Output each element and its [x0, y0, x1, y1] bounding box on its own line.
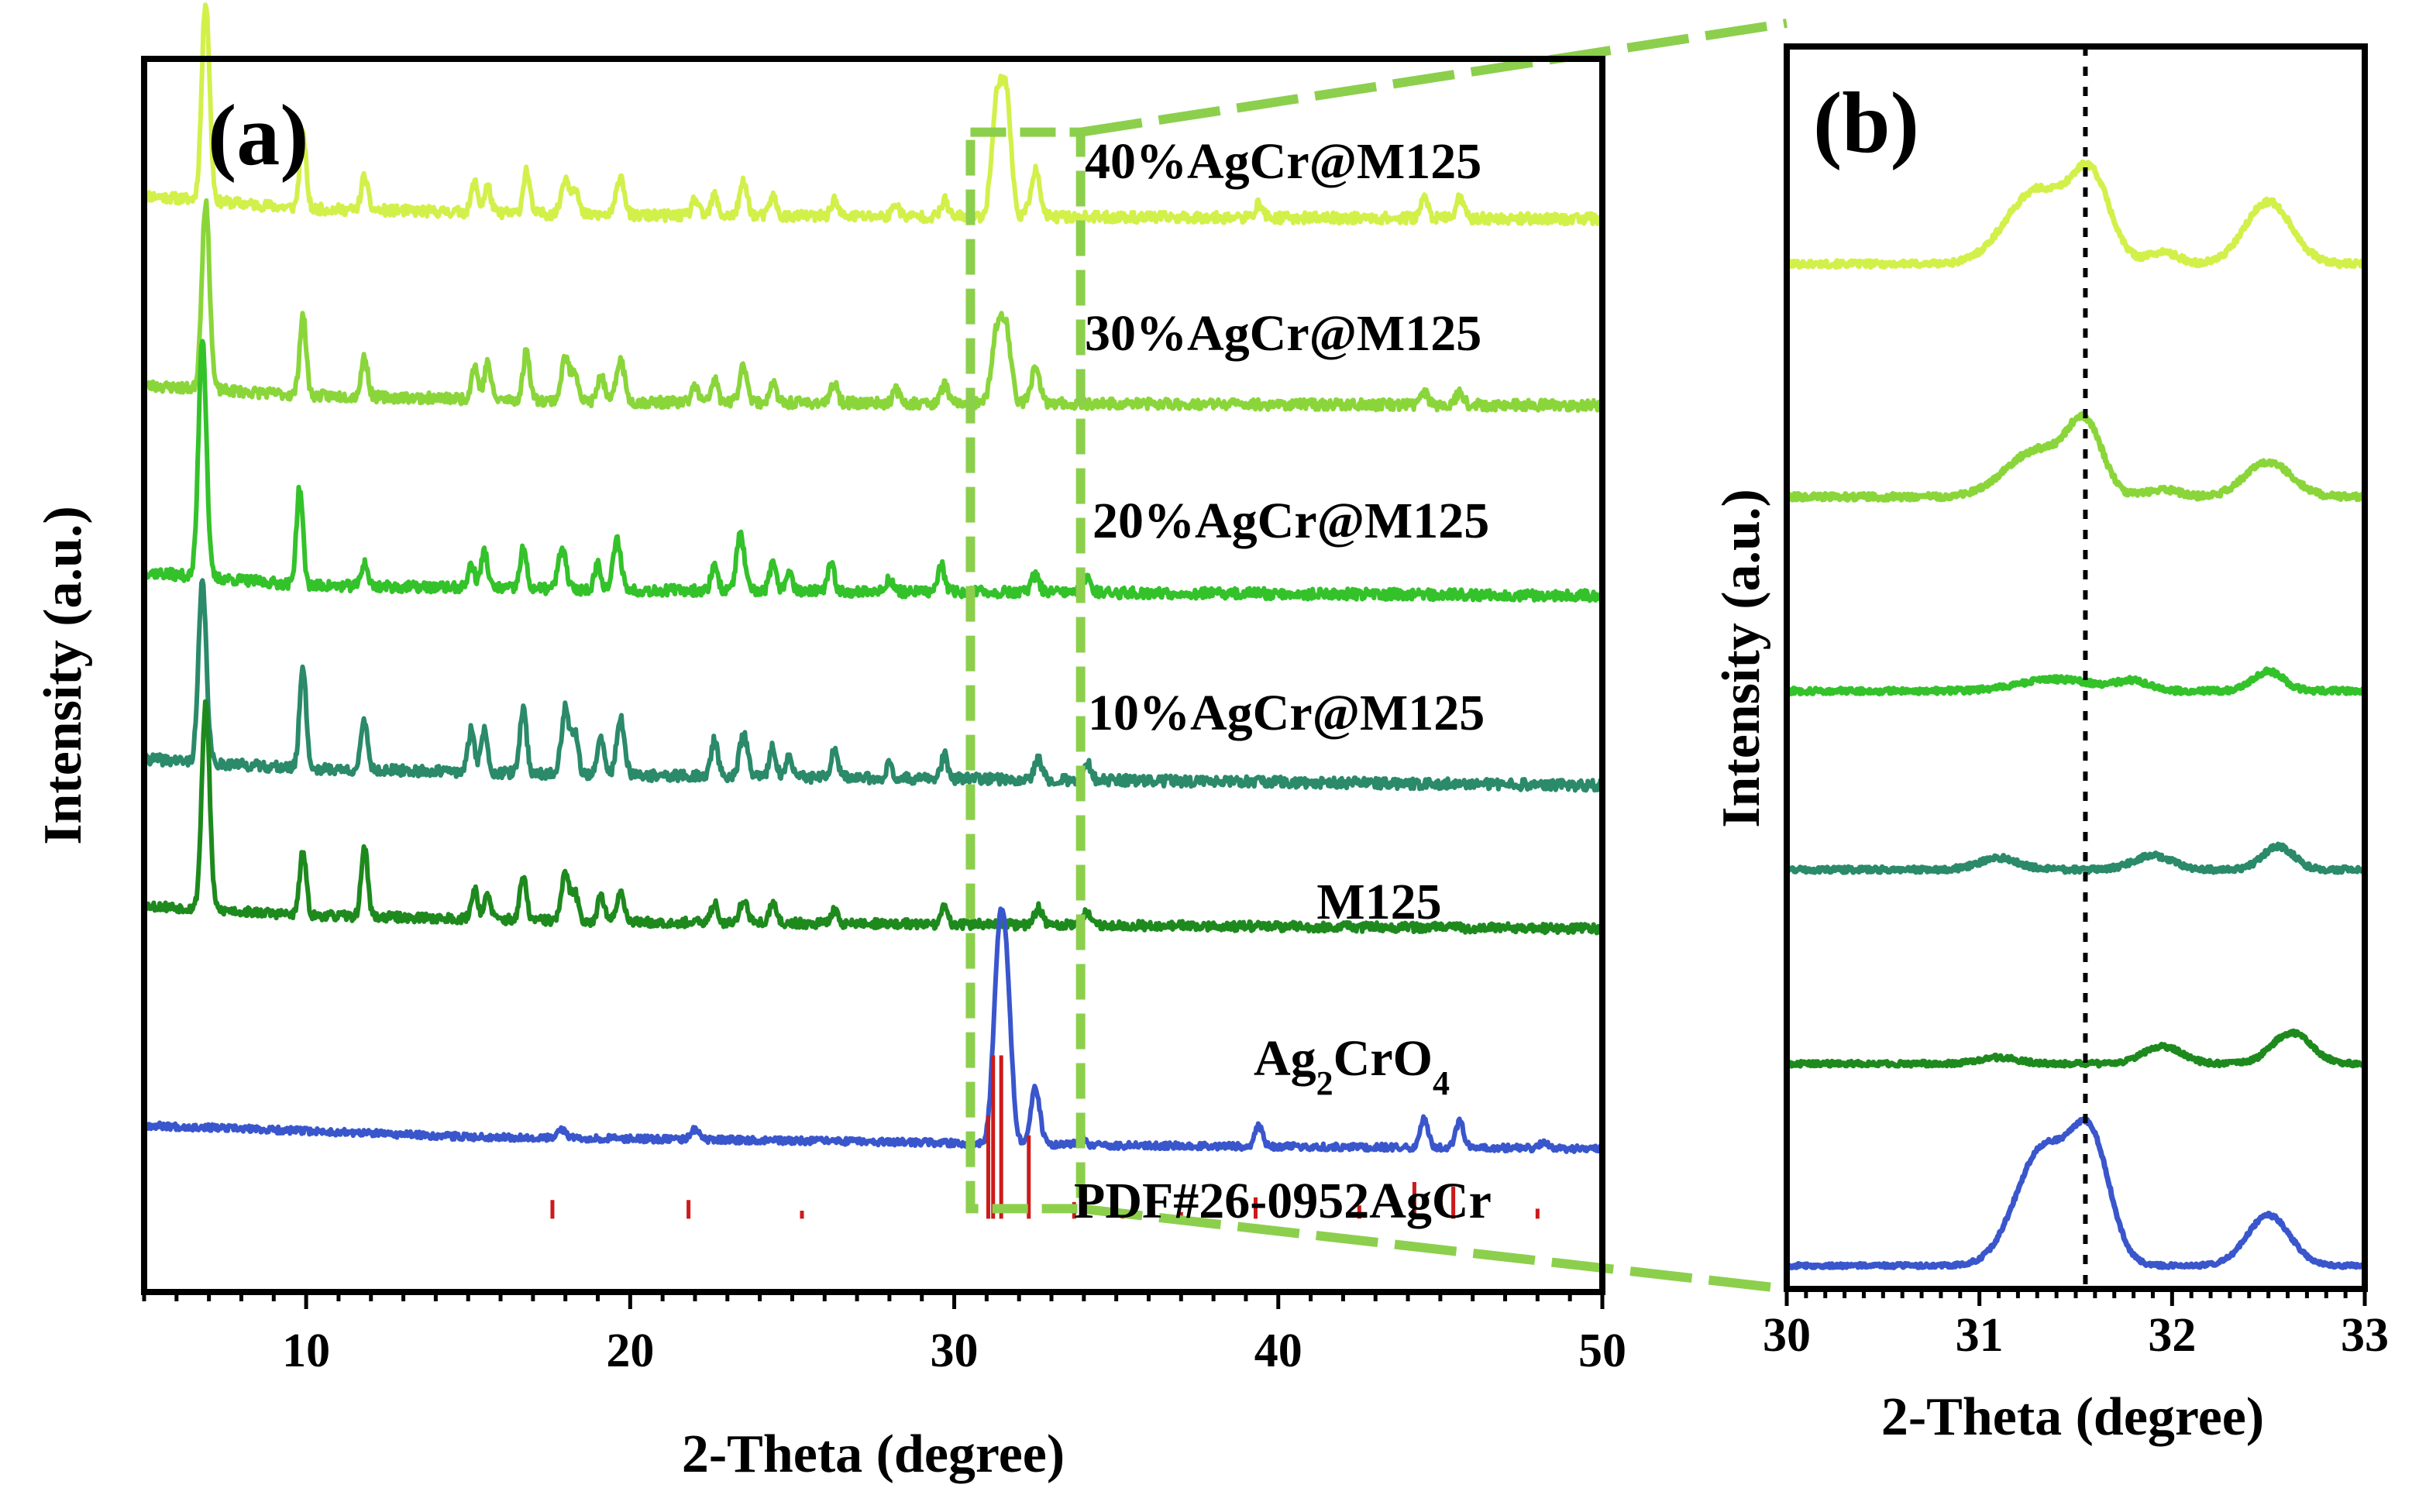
- x-tick-label: 33: [2341, 1309, 2389, 1362]
- series-label-s10: 10%AgCr@M125: [1088, 685, 1485, 741]
- zoom-series-line-ag: [1784, 1116, 2368, 1270]
- x-tick-label: 10: [282, 1325, 330, 1377]
- x-tick-label: 30: [931, 1325, 979, 1377]
- panel-a-label: (a): [208, 88, 309, 184]
- panel-a-frame: [141, 56, 1605, 1295]
- panel-a-chart: 10 20 30 40 50 (a) 40%AgCr@M125 30%AgCr@M125 2…: [33, 2, 1788, 1484]
- panel-a-x-axis-title: 2-Theta (degree): [682, 1424, 1065, 1484]
- zoom-series-line-s30: [1784, 411, 2368, 503]
- series-label-ag: Ag2CrO4: [1254, 1030, 1450, 1102]
- panel-a-y-axis-title: Intensity (a.u.): [33, 506, 93, 845]
- zoom-series-line-m125: [1784, 1028, 2367, 1069]
- zoom-connector-bottom: [1079, 1204, 1788, 1294]
- x-tick-label: 20: [606, 1325, 654, 1377]
- series-line-m125: [142, 699, 1604, 936]
- series-label-pdf: PDF#26-0952AgCr: [1074, 1173, 1492, 1229]
- series-label-m125: M125: [1316, 874, 1441, 930]
- zoom-region-box: [965, 127, 1086, 1214]
- zoom-series-line-s20: [1784, 666, 2367, 697]
- panel-b-x-axis-title: 2-Theta (degree): [1881, 1387, 2264, 1447]
- x-tick-label: 32: [2148, 1309, 2196, 1362]
- x-tick-label: 40: [1254, 1325, 1302, 1377]
- panel-b-frame: [1784, 43, 2368, 1292]
- series-line-s30: [142, 198, 1605, 413]
- series-label-s30: 30%AgCr@M125: [1085, 305, 1481, 362]
- zoom-series-line-s10: [1784, 841, 2368, 875]
- x-tick-label: 50: [1578, 1325, 1626, 1377]
- x-tick-label: 30: [1763, 1309, 1811, 1362]
- zoom-series-line-s40: [1784, 159, 2367, 270]
- panel-b-label: (b): [1813, 75, 1919, 171]
- series-label-s40: 40%AgCr@M125: [1085, 133, 1481, 190]
- x-tick-label: 31: [1956, 1309, 2004, 1362]
- series-line-ag: [143, 906, 1605, 1154]
- series-line-s10: [142, 578, 1605, 793]
- zoom-connector-top: [1079, 19, 1788, 137]
- panel-b-chart: 30 31 32 33 (b) 2-Theta (degree) Intensity …: [1712, 43, 2389, 1447]
- panel-b-y-axis-title: Intensity (a.u.): [1712, 489, 1771, 828]
- series-line-s40: [143, 2, 1604, 227]
- series-label-s20: 20%AgCr@M125: [1093, 493, 1489, 549]
- series-line-s20: [142, 338, 1605, 603]
